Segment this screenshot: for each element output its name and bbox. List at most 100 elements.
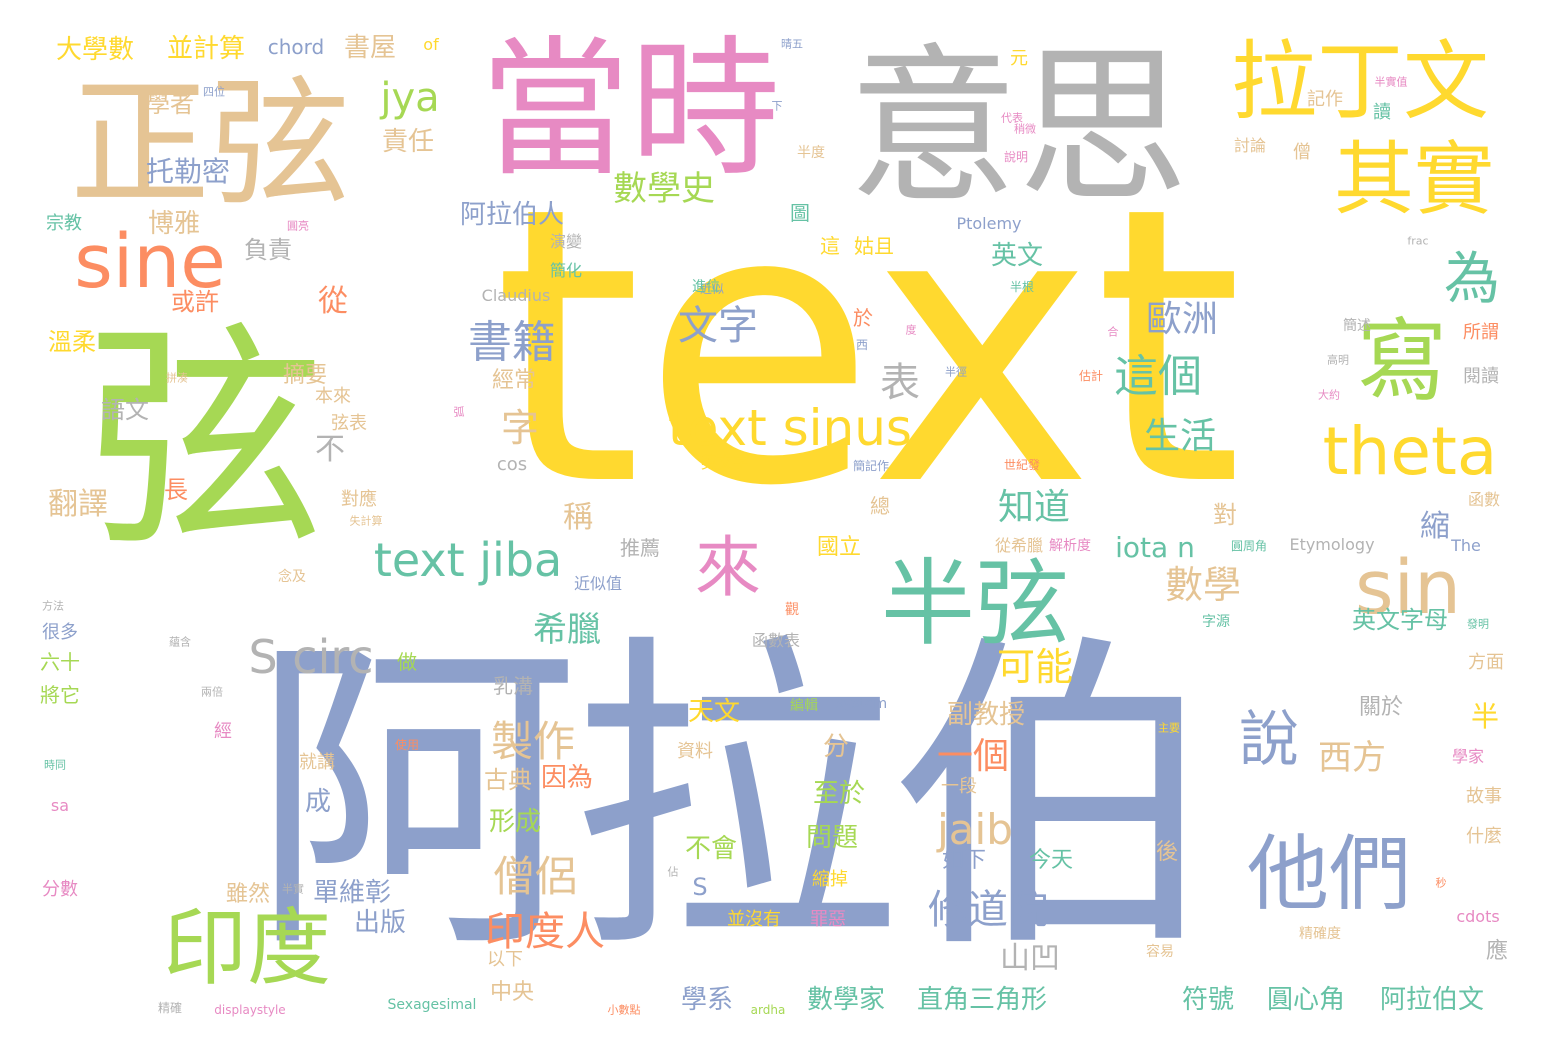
word: 如下 bbox=[941, 848, 987, 873]
word: 僧侶 bbox=[492, 852, 578, 901]
word: 數學史 bbox=[613, 169, 715, 209]
word: 拉丁文 bbox=[1231, 32, 1489, 132]
word: 形成 bbox=[488, 807, 542, 837]
word: 元 bbox=[1010, 48, 1028, 69]
word: 簡記作 bbox=[852, 459, 890, 473]
word: 圓亮 bbox=[287, 219, 309, 233]
word: 不會 bbox=[684, 834, 738, 864]
word: 弦表 bbox=[331, 413, 367, 434]
word: 責任 bbox=[381, 127, 435, 157]
word: 姑且 bbox=[854, 234, 894, 258]
word: 很多 bbox=[42, 622, 78, 643]
word: 山凹 bbox=[1000, 941, 1060, 976]
word: 就講 bbox=[299, 752, 335, 773]
word: 代表 bbox=[1001, 111, 1023, 125]
word: 半徑 bbox=[945, 365, 967, 379]
word: 閱讀 bbox=[1463, 366, 1499, 387]
word: 印度 bbox=[162, 899, 332, 997]
word: 經 bbox=[214, 721, 232, 742]
word: 說 bbox=[1239, 705, 1299, 775]
word: 圓心角 bbox=[1266, 985, 1346, 1015]
word: 博雅 bbox=[147, 209, 201, 239]
word: 一段 bbox=[941, 776, 977, 797]
word: 做 bbox=[397, 650, 417, 674]
word: S bbox=[692, 873, 708, 901]
word: 於 bbox=[853, 306, 873, 330]
word: cdots bbox=[1456, 907, 1500, 926]
word: 世紀發 bbox=[1003, 458, 1041, 472]
word: jaib bbox=[937, 805, 1013, 854]
word: iota n bbox=[1115, 531, 1195, 564]
word: sine bbox=[74, 219, 226, 305]
word: 簡述 bbox=[1343, 318, 1371, 334]
word: 符號 bbox=[1181, 985, 1235, 1015]
word: 不 bbox=[315, 432, 345, 467]
word: 數學 bbox=[1164, 563, 1242, 607]
word: 兩倍 bbox=[201, 685, 223, 699]
word: Etymology bbox=[1289, 535, 1375, 554]
word: 關於 bbox=[1358, 695, 1404, 720]
word: 四位 bbox=[203, 85, 225, 99]
word: 近似值 bbox=[573, 574, 623, 593]
word: 半根 bbox=[1009, 280, 1035, 294]
word: 可能 bbox=[996, 645, 1074, 689]
word: 單維彰 bbox=[312, 878, 392, 908]
word: 罪惡 bbox=[810, 909, 846, 930]
word: 將它 bbox=[40, 683, 80, 707]
word: 記作 bbox=[1307, 89, 1343, 110]
word: 書籍 bbox=[468, 317, 556, 368]
word: 故事 bbox=[1466, 786, 1502, 807]
word: 他們 bbox=[1246, 827, 1412, 922]
word: text bbox=[493, 126, 1243, 569]
word: 觀 bbox=[785, 602, 799, 618]
word: 書屋 bbox=[343, 33, 397, 63]
word: 解析度 bbox=[1049, 538, 1091, 554]
word: 其實 bbox=[1334, 133, 1494, 226]
word: 六十 bbox=[40, 650, 80, 674]
word: text sinus bbox=[668, 399, 912, 457]
word: 阿拉伯 bbox=[250, 608, 1220, 992]
word: 這個 bbox=[1114, 351, 1202, 402]
word: 成 bbox=[304, 787, 332, 817]
word: 數學家 bbox=[806, 985, 886, 1015]
word: 大約 bbox=[1318, 388, 1340, 402]
word: 來 bbox=[695, 529, 761, 606]
word: chord bbox=[267, 35, 325, 59]
word: 近似 bbox=[699, 282, 725, 296]
word: 為 bbox=[1444, 247, 1500, 312]
word: 西 bbox=[855, 338, 869, 352]
word: 雖然 bbox=[225, 882, 271, 907]
word: Sexagesimal bbox=[387, 997, 477, 1013]
word: System bbox=[834, 696, 888, 712]
word: 簡化 bbox=[549, 261, 583, 280]
word: 並沒有 bbox=[727, 909, 781, 930]
word: 意思 bbox=[847, 29, 1189, 227]
word: 學者 bbox=[146, 90, 194, 118]
word: 稱 bbox=[563, 500, 593, 535]
word: The bbox=[1451, 536, 1481, 555]
word: 縮掉 bbox=[812, 869, 848, 890]
word: 估計 bbox=[1078, 369, 1104, 383]
word: 念及 bbox=[278, 569, 306, 585]
word: 古典 bbox=[484, 766, 532, 794]
word: 秒 bbox=[1435, 876, 1447, 890]
word: sin bbox=[1354, 545, 1462, 631]
word: 希臘 bbox=[533, 610, 601, 650]
word: of bbox=[423, 35, 439, 54]
word: 精確 bbox=[157, 1001, 183, 1015]
word: 今天 bbox=[1028, 848, 1074, 873]
word: 拼湊 bbox=[166, 371, 188, 385]
word: 天文 bbox=[687, 697, 741, 727]
word: 語文 bbox=[101, 396, 149, 424]
word: 分 bbox=[822, 732, 850, 762]
word: 副教授 bbox=[946, 700, 1026, 730]
word: 國立 bbox=[816, 535, 862, 560]
word: 時同 bbox=[44, 758, 66, 772]
word: 失計算 bbox=[349, 514, 383, 528]
word: ardha bbox=[750, 1003, 786, 1017]
word: 摘要 bbox=[282, 363, 328, 388]
word: 阿拉伯人 bbox=[459, 200, 565, 230]
word: text jiba bbox=[373, 533, 563, 587]
word: displaystyle bbox=[214, 1003, 286, 1017]
